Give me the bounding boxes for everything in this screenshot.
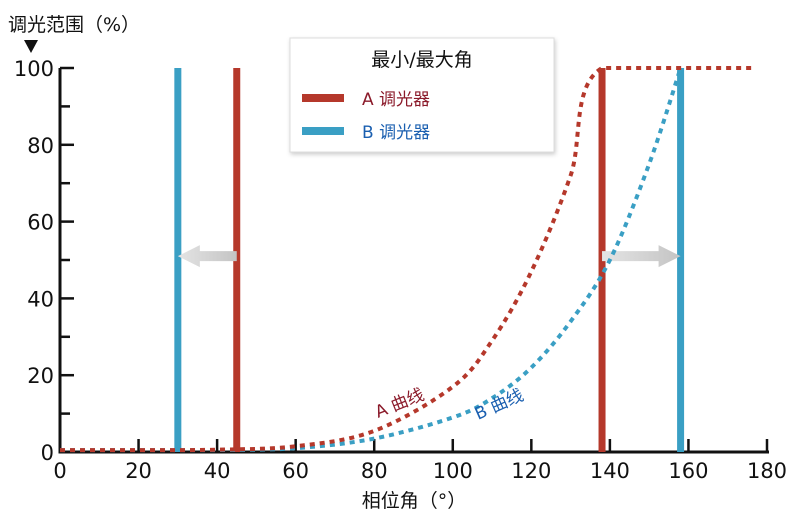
shift-arrows — [177, 245, 681, 268]
legend-label-b: B 调光器 — [362, 123, 430, 143]
legend-swatch-b — [302, 127, 344, 135]
y-tick-label: 100 — [14, 57, 54, 81]
curves — [60, 66, 752, 453]
x-tick-label: 80 — [361, 459, 388, 483]
x-tick-label: 140 — [590, 459, 630, 483]
x-axis-title: 相位角（°） — [362, 490, 467, 512]
x-tick-label: 20 — [125, 459, 152, 483]
x-tick-label: 40 — [204, 459, 231, 483]
arrow-left-icon — [177, 245, 237, 268]
y-tick-label: 40 — [27, 287, 54, 311]
y-axis-title: 调光范围（%） — [8, 14, 140, 36]
legend-title: 最小/最大角 — [371, 49, 472, 71]
legend-swatch-a — [302, 94, 344, 102]
y-tick-label: 20 — [27, 364, 54, 388]
legend-label-a: A 调光器 — [362, 90, 430, 110]
legend: 最小/最大角 A 调光器 B 调光器 — [289, 37, 555, 153]
y-tick-label: 80 — [27, 134, 54, 158]
curve-a — [60, 66, 752, 453]
x-tick-label: 160 — [668, 459, 708, 483]
x-tick-label: 0 — [53, 459, 66, 483]
y-tick-label: 60 — [27, 211, 54, 235]
marker-b-min — [174, 68, 182, 452]
arrow-right-icon — [602, 245, 681, 268]
x-tick-label: 180 — [747, 459, 787, 483]
series-label-a: A 曲线 — [372, 385, 427, 423]
curve-b — [60, 67, 683, 453]
x-tick-label: 60 — [282, 459, 309, 483]
x-tick-label: 100 — [433, 459, 473, 483]
y-tick-label: 0 — [41, 441, 54, 465]
y-axis-arrow-icon — [24, 40, 38, 53]
marker-b-max — [677, 68, 685, 452]
x-tick-label: 120 — [511, 459, 551, 483]
